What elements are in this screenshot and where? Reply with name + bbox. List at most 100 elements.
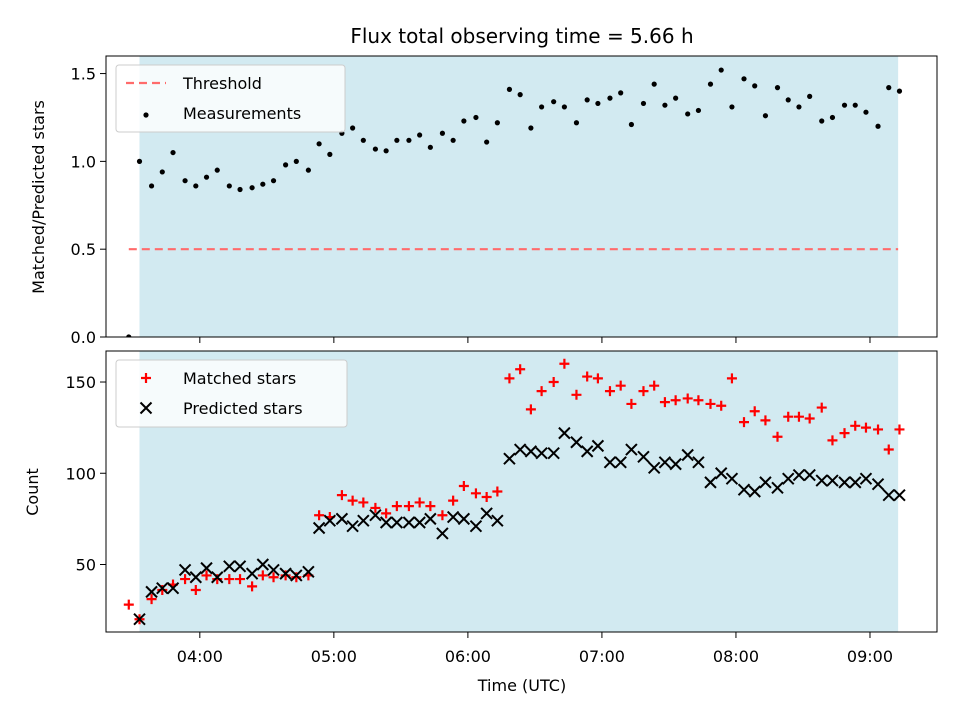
matched-stars-point: [280, 570, 291, 581]
measurements-point: [551, 99, 557, 105]
matched-stars-point: [437, 510, 448, 521]
predicted-stars-point: [413, 516, 426, 529]
predicted-stars-point: [591, 439, 605, 453]
x-tick-label: 07:00: [579, 647, 625, 666]
predicted-stars-point: [715, 467, 728, 480]
matched-stars-point: [370, 502, 381, 513]
measurements-point: [417, 132, 423, 138]
matched-stars-point: [212, 574, 223, 585]
matched-stars-point: [571, 389, 582, 400]
bottom-y-tick-label: 100: [65, 464, 96, 483]
matched-stars-point: [659, 397, 670, 408]
predicted-stars-point: [524, 445, 538, 458]
measurements-point: [148, 183, 155, 189]
matched-stars-point: [638, 386, 649, 397]
matched-stars-point: [670, 395, 681, 406]
measurements-point: [651, 81, 657, 87]
predicted-stars-point: [279, 567, 292, 580]
predicted-stars-point: [446, 510, 460, 524]
predicted-stars-point: [133, 613, 146, 626]
measurements-point: [473, 114, 479, 121]
count-panel: 50 100 150 04:00 05:00 06:00 07:00 08:00 09:00 Ma…: [65, 350, 938, 666]
predicted-stars-point: [782, 472, 795, 485]
matched-stars-point: [123, 599, 134, 610]
top-legend-box: [115, 64, 346, 133]
measurements-point: [394, 137, 400, 143]
top-legend-label: Measurements: [183, 104, 301, 123]
measurements-point: [607, 95, 613, 101]
predicted-stars-point: [233, 560, 247, 573]
bottom-y-tick-label: 150: [65, 373, 96, 392]
predicted-stars-point: [893, 488, 906, 502]
matched-stars-point: [425, 501, 436, 512]
predicted-stars-point: [737, 483, 751, 496]
predicted-stars-point: [859, 472, 873, 485]
predicted-stars-point: [302, 565, 315, 578]
measurements-point: [829, 114, 836, 121]
measurements-point: [450, 137, 456, 143]
predicted-stars-point: [436, 527, 449, 540]
matched-stars-point: [682, 393, 693, 404]
matched-stars-point: [783, 411, 794, 422]
measurements-point: [237, 186, 243, 193]
matched-stars-point: [201, 570, 212, 581]
matched-stars-point: [257, 570, 268, 581]
bottom-plot-area: [123, 358, 906, 626]
matched-stars-point: [157, 585, 168, 596]
predicted-stars-point: [402, 516, 416, 529]
matched-stars-point: [772, 431, 783, 442]
matched-stars-point: [403, 501, 414, 512]
matched-stars-point: [268, 572, 279, 583]
measurements-point: [628, 121, 635, 128]
matched-stars-point: [235, 574, 246, 585]
bottom-axes-frame: [105, 350, 938, 633]
predicted-stars-point: [725, 472, 739, 485]
predicted-stars-point: [580, 445, 594, 458]
predicted-stars-point: [390, 516, 404, 529]
predicted-stars-point: [669, 457, 682, 471]
measurements-point: [517, 92, 523, 98]
measurements-point: [327, 151, 333, 157]
measurements-point: [695, 107, 702, 114]
predicted-stars-point: [513, 443, 527, 456]
matched-stars-point: [760, 415, 771, 426]
predicted-stars-point: [771, 481, 784, 495]
matched-stars-point: [458, 481, 469, 492]
measurements-point: [126, 334, 132, 337]
measurements-point: [785, 97, 791, 103]
matched-stars-point: [525, 404, 536, 415]
measurements-point: [841, 102, 848, 108]
measurements-point: [260, 181, 266, 187]
predicted-stars-point: [503, 452, 516, 465]
matched-stars-point: [860, 422, 871, 433]
matched-stars-point: [716, 400, 727, 411]
matched-stars-point: [804, 413, 815, 424]
matched-stars-point: [615, 380, 626, 391]
matched-stars-point: [604, 386, 615, 397]
predicted-stars-point: [211, 571, 224, 584]
predicted-stars-point: [570, 436, 583, 449]
predicted-stars-point: [792, 468, 806, 482]
matched-stars-point: [492, 486, 503, 497]
top-y-tick-label: 1.5: [71, 65, 96, 84]
predicted-stars-point: [480, 507, 493, 520]
x-axis-label: Time (UTC): [477, 676, 566, 695]
predicted-stars-point: [658, 456, 672, 469]
measurements-point: [372, 146, 379, 152]
predicted-stars-point: [535, 446, 548, 460]
matched-stars-point: [738, 417, 749, 428]
measurements-point: [226, 183, 232, 189]
bottom-y-tick-label: 50: [76, 555, 96, 574]
matched-stars-point: [793, 411, 804, 422]
matched-stars-point: [705, 398, 716, 409]
measurements-point: [316, 141, 322, 147]
predicted-stars-point: [200, 561, 213, 575]
measurements-point: [214, 167, 220, 173]
predicted-stars-point: [625, 443, 638, 456]
matched-stars-point: [180, 574, 191, 585]
measurements-point: [159, 169, 165, 175]
predicted-stars-point: [379, 516, 393, 529]
predicted-stars-point: [346, 519, 359, 533]
predicted-stars-point: [826, 474, 839, 487]
